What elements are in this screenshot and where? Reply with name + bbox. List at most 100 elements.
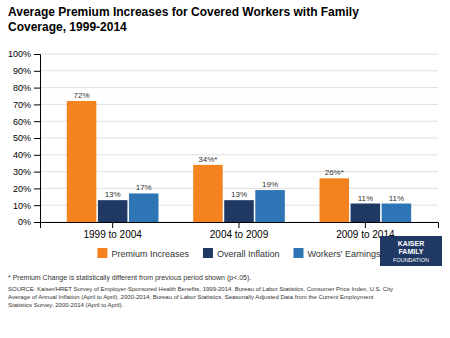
legend-label: Overall Inflation [217,249,280,259]
bar [351,204,381,222]
bar [382,204,412,222]
tick-label: 10% [13,201,31,211]
tick-label: 90% [13,66,31,76]
legend: Premium Increases Overall Inflation Worker… [97,248,381,259]
tick-label: 1999 to 2004 [83,229,142,240]
bar [320,178,350,222]
grid-line [40,154,438,155]
tick: 1999 to 2004 [83,222,142,240]
tick-label: 20% [13,184,31,194]
bar [98,200,128,222]
tick-label: 0% [18,217,31,227]
tick: 50% [13,133,40,143]
grid [40,54,438,222]
legend-swatch [293,248,303,258]
logo-box [380,236,442,266]
tick-mark [239,222,240,228]
bar [193,165,223,222]
tick-label: 80% [13,83,31,93]
grid-line [40,87,438,88]
logo-text: KAISER [398,240,424,247]
tick: 10% [13,201,40,211]
bar [224,200,254,222]
x-axis: 1999 to 20042004 to 20092009 to 2014 [41,222,439,240]
legend-swatch [97,248,107,258]
legend-item: Overall Inflation [203,248,280,259]
tick: 100% [8,49,40,59]
y-axis: 0% 10% 20% 30% 40% 50% 60% 70% 80% 90% 100% [8,49,41,227]
title-line: Average Premium Increases for Covered Wo… [8,5,359,19]
logo-text: FAMILY [398,248,423,255]
tick-mark [34,222,40,223]
footnote-line: Statistics Survey, 2000-2014 (April to A… [8,302,124,308]
grid-line [40,104,438,105]
tick: 40% [13,150,40,160]
data-label: 11% [389,194,404,203]
axis-line [34,55,41,223]
grid-line [40,171,438,172]
tick: 60% [13,117,40,127]
tick-mark [34,205,40,206]
tick: 80% [13,83,40,93]
data-label: 72% [74,91,90,100]
grid-line [40,54,438,55]
footnote: * Premium Change is statistically differ… [8,274,251,282]
tick: 2004 to 2009 [210,222,269,240]
tick-label: 2004 to 2009 [210,229,269,240]
tick: 70% [13,100,40,110]
bar [255,190,285,222]
footnote-line: SOURCE: Kaiser/HRET Survey of Employer-S… [8,286,393,292]
data-label: 13% [231,190,247,199]
bar-series [67,101,349,222]
title: Average Premium Increases for Covered Wo… [8,5,359,34]
tick-mark [34,155,40,156]
tick-mark [365,222,366,228]
legend-item: Workers' Earnings [293,248,381,259]
tick-mark [34,104,40,105]
legend-label: Premium Increases [111,249,189,259]
data-label: 34%* [198,155,217,164]
data-label: 26%* [325,168,344,177]
footnote-line: Average of Annual Inflation (April to Ap… [8,294,374,300]
axis-line [41,223,439,229]
grid-line [40,138,438,139]
logo-text: FOUNDATION [393,257,429,263]
bar [129,193,159,222]
title-line: Coverage, 1999-2014 [8,20,127,34]
grid-line [40,121,438,122]
grid-line [40,188,438,189]
data-labels: 72% 34%* 26%* 13% 13% 11% 17% 19% 11% [74,91,405,202]
tick-label: 70% [13,100,31,110]
tick-label: 30% [13,167,31,177]
bar-series [129,190,411,222]
tick-mark [34,71,40,72]
tick-mark [34,88,40,89]
tick-label: 50% [13,133,31,143]
legend-label: Workers' Earnings [307,249,381,259]
tick-mark [34,54,40,55]
tick: 30% [13,167,40,177]
footnote: SOURCE: Kaiser/HRET Survey of Employer-S… [8,286,393,308]
logo: KAISERFAMILY FOUNDATION [380,236,442,266]
data-label: 13% [105,190,121,199]
chart: Average Premium Increases for Covered Wo… [0,0,450,338]
tick-mark [34,172,40,173]
tick-mark [34,138,40,139]
tick-label: 100% [8,49,31,59]
bar [67,101,97,222]
tick: 0% [18,217,40,227]
tick-label: 60% [13,117,31,127]
tick: 20% [13,184,40,194]
tick-mark [112,222,113,228]
data-label: 19% [262,180,278,189]
grid-line [40,70,438,71]
legend-item: Premium Increases [97,248,189,259]
legend-swatch [203,248,213,258]
bars [67,101,411,222]
data-label: 17% [136,183,152,192]
tick-mark [34,188,40,189]
plot-area: 72% 34%* 26%* 13% 13% 11% 17% 19% 11% 0% 10% 20% 30%… [8,49,439,240]
tick-label: 40% [13,150,31,160]
data-label: 11% [358,194,373,203]
tick-mark [34,121,40,122]
